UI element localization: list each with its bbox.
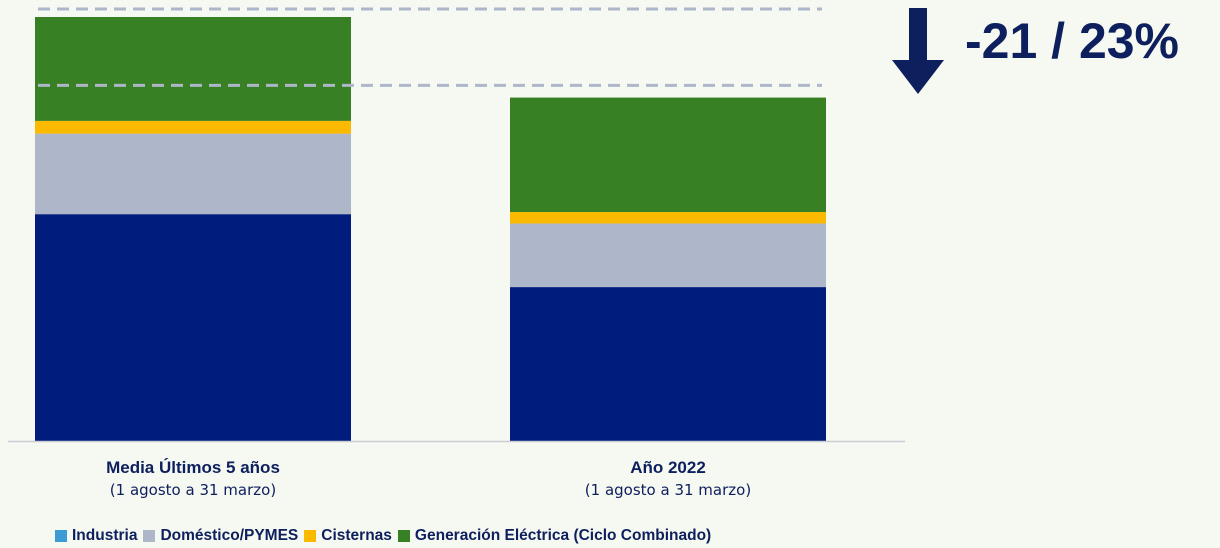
bar-segment-1-0 [510, 287, 826, 441]
bar-segment-0-1 [35, 133, 351, 215]
legend-label-cisternas: Cisternas [321, 527, 392, 544]
legend-swatch-cisternas [304, 530, 317, 542]
legend-swatch-generacion [397, 530, 410, 542]
bar-segment-1-1 [510, 223, 826, 288]
legend-label-generacion: Generación Eléctrica (Ciclo Combinado) [414, 527, 712, 544]
legend-item-generacion: Generación Eléctrica (Ciclo Combinado) [397, 527, 712, 545]
category-sublabel-0: (1 agosto a 31 marzo) [109, 481, 277, 499]
legend-item-cisternas: Cisternas [304, 527, 392, 545]
bar-segment-0-0 [35, 214, 351, 441]
category-label-0: Media Últimos 5 años [106, 458, 280, 477]
legend-label-industria: Industria [72, 527, 138, 544]
legend-item-industria: Industria [55, 527, 137, 545]
change-percentage: -21 / 23% [965, 13, 1180, 69]
category-label-1: Año 2022 [630, 458, 706, 477]
arrow-down-icon [892, 8, 944, 94]
chart-legend: Industria Doméstico/PYMES Cisternas Gene… [55, 526, 717, 546]
legend-swatch-domestico [143, 530, 156, 542]
legend-item-domestico: Doméstico/PYMES [143, 527, 298, 545]
legend-swatch-industria [55, 530, 67, 542]
bar-segment-0-2 [35, 120, 351, 134]
bar-segment-1-3 [510, 97, 826, 213]
category-sublabel-1: (1 agosto a 31 marzo) [584, 481, 752, 499]
legend-label-domestico: Doméstico/PYMES [160, 527, 299, 544]
bar-segment-1-2 [510, 212, 826, 224]
bar-segment-0-3 [35, 17, 351, 121]
